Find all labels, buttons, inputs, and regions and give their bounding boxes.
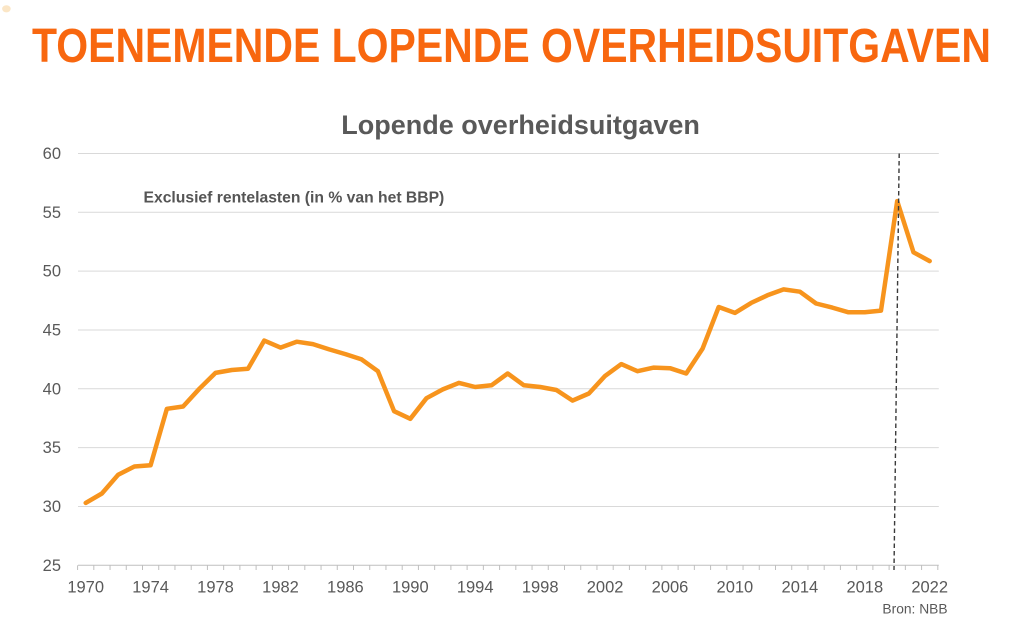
svg-text:2018: 2018 [846, 579, 883, 597]
svg-text:1986: 1986 [327, 579, 364, 597]
svg-text:Lopende overheidsuitgaven: Lopende overheidsuitgaven [341, 110, 700, 140]
svg-text:50: 50 [43, 263, 61, 281]
svg-text:60: 60 [43, 145, 61, 163]
svg-text:TOENEMENDE LOPENDE OVERHEIDSUI: TOENEMENDE LOPENDE OVERHEIDSUITGAVEN [32, 18, 991, 73]
svg-text:2006: 2006 [652, 579, 689, 597]
svg-text:Bron: NBB: Bron: NBB [882, 602, 947, 617]
svg-text:35: 35 [43, 439, 61, 457]
svg-text:1994: 1994 [457, 579, 494, 597]
svg-text:1974: 1974 [132, 579, 169, 597]
svg-text:55: 55 [43, 204, 61, 222]
svg-text:1978: 1978 [197, 579, 234, 597]
svg-text:1982: 1982 [262, 579, 299, 597]
svg-text:30: 30 [43, 498, 61, 516]
svg-text:2022: 2022 [911, 579, 948, 597]
svg-text:2010: 2010 [717, 579, 754, 597]
svg-text:25: 25 [43, 557, 61, 575]
svg-text:45: 45 [43, 322, 61, 340]
svg-text:40: 40 [43, 380, 61, 398]
svg-text:2002: 2002 [587, 579, 624, 597]
svg-text:1970: 1970 [67, 579, 104, 597]
svg-text:1998: 1998 [522, 579, 559, 597]
svg-text:1990: 1990 [392, 579, 429, 597]
svg-text:Exclusief rentelasten (in % va: Exclusief rentelasten (in % van het BBP) [144, 190, 445, 207]
svg-text:2014: 2014 [782, 579, 819, 597]
